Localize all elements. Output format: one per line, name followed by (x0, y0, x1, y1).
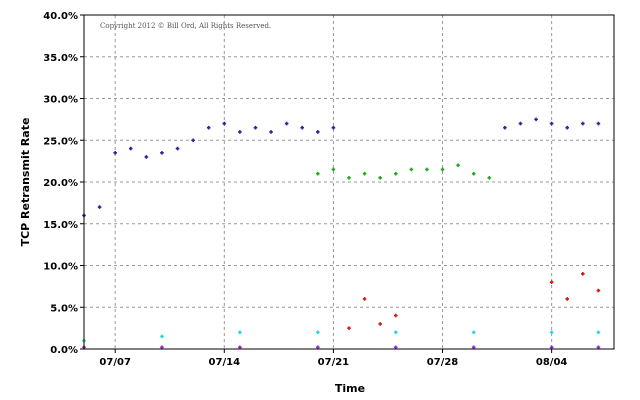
y-tick-label: 15.0% (43, 220, 78, 231)
data-point (362, 171, 367, 176)
data-point (393, 330, 398, 335)
data-point (347, 326, 351, 330)
data-point (253, 125, 258, 130)
data-point (331, 125, 336, 130)
data-point (581, 121, 585, 126)
y-tick-label: 10.0% (43, 262, 78, 273)
data-point (440, 167, 445, 172)
data-point (549, 121, 554, 126)
data-point (300, 125, 305, 130)
data-point (409, 167, 414, 172)
data-point (549, 280, 554, 284)
x-tick-label: 07/14 (209, 357, 241, 368)
x-tick-label: 07/28 (427, 357, 459, 368)
data-point (471, 171, 476, 176)
data-point (378, 176, 382, 180)
y-tick-label: 30.0% (43, 95, 78, 106)
data-point (160, 334, 164, 339)
data-point (144, 155, 149, 159)
data-point (596, 121, 601, 126)
data-point (534, 117, 538, 122)
data-point (549, 330, 554, 335)
y-tick-label: 25.0% (43, 136, 78, 147)
data-point (362, 297, 367, 301)
data-point (596, 330, 601, 335)
data-point (238, 130, 242, 134)
data-point (487, 176, 492, 180)
data-point (565, 125, 570, 130)
data-point (471, 330, 476, 335)
data-point (503, 125, 507, 130)
data-point (393, 313, 398, 318)
data-point (206, 125, 211, 130)
data-point (456, 163, 460, 168)
x-tick-label: 07/07 (99, 357, 131, 368)
y-tick-label: 40.0% (43, 11, 78, 22)
data-point (113, 150, 117, 155)
data-point (191, 138, 195, 143)
y-tick-label: 20.0% (43, 178, 78, 189)
y-tick-label: 5.0% (50, 303, 78, 314)
data-point (378, 322, 382, 326)
data-point (581, 272, 585, 276)
data-point (425, 167, 429, 172)
y-axis-title: TCP Retransmit Rate (19, 118, 32, 247)
x-tick-label: 08/04 (536, 357, 568, 368)
data-point (269, 130, 273, 134)
data-point (222, 121, 227, 126)
y-axis: 0.0% 5.0% 10.0% 15.0% 20.0% 25.0% 30.0% 35.0% 40… (43, 11, 84, 356)
data-point (128, 146, 133, 151)
data-point (316, 330, 320, 335)
data-point (284, 121, 289, 126)
data-point (238, 330, 242, 335)
data-point (347, 176, 351, 180)
data-point (160, 150, 164, 155)
data-point (316, 130, 320, 134)
data-point (393, 171, 398, 176)
data-point (565, 297, 570, 301)
copyright-note: Copyright 2012 © Bill Ord, All Rights Re… (100, 22, 271, 30)
data-point (518, 121, 523, 126)
x-axis: 07/07 07/14 07/21 07/28 08/04 (99, 349, 567, 368)
data-point (316, 171, 320, 176)
data-point (97, 205, 102, 209)
data-point (331, 167, 336, 172)
x-axis-title: Time (335, 382, 365, 395)
x-tick-label: 07/21 (318, 357, 350, 368)
grid (84, 15, 614, 349)
data-point (596, 288, 601, 293)
y-tick-label: 0.0% (50, 345, 78, 356)
data-point (175, 146, 180, 151)
y-tick-label: 35.0% (43, 53, 78, 64)
